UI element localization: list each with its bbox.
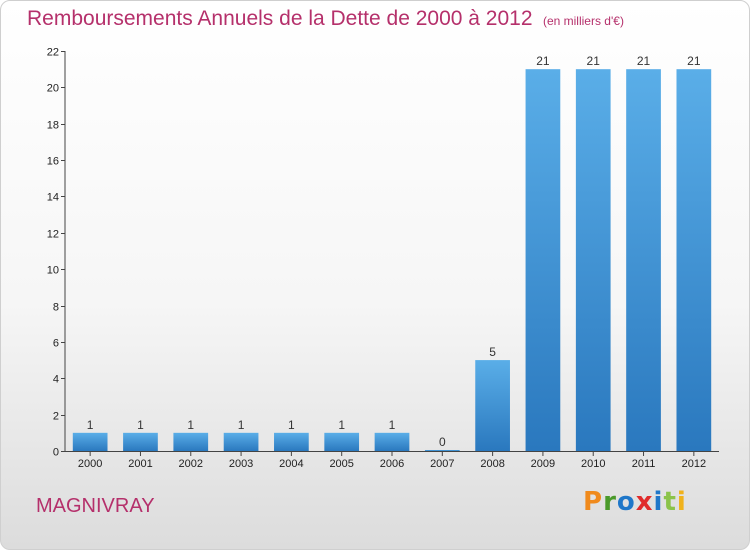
y-tick-label: 10: [47, 265, 59, 277]
bar-value-label: 21: [637, 54, 651, 68]
bar: [173, 432, 209, 451]
y-tick-label: 0: [53, 447, 59, 459]
x-tick-label: 2010: [581, 458, 605, 470]
logo-letter: t: [663, 487, 677, 517]
chart-title-block: Remboursements Annuels de la Dette de 20…: [27, 7, 624, 31]
bar: [676, 69, 712, 451]
x-tick-label: 2004: [279, 458, 303, 470]
logo-letter: P: [583, 487, 604, 517]
logo-letter: x: [635, 487, 654, 517]
bar-value-label: 1: [87, 418, 94, 432]
y-tick-label: 16: [47, 156, 59, 168]
bar-value-label: 1: [338, 418, 345, 432]
y-tick-label: 18: [47, 120, 59, 132]
y-tick-label: 20: [47, 83, 59, 95]
x-tick-label: 2001: [128, 458, 152, 470]
bar: [223, 432, 259, 451]
y-tick-label: 2: [53, 411, 59, 423]
x-tick-label: 2000: [78, 458, 102, 470]
bar-value-label: 5: [489, 345, 496, 359]
logo-letter: i: [653, 487, 664, 517]
bar-value-label: 21: [587, 54, 601, 68]
bar-value-label: 1: [187, 418, 194, 432]
bar: [424, 450, 460, 451]
bar: [525, 69, 561, 451]
bar-value-label: 1: [137, 418, 144, 432]
proxiti-logo: Proxiti: [583, 487, 687, 517]
chart-title: Remboursements Annuels de la Dette de 20…: [27, 7, 533, 30]
bar-value-label: 1: [238, 418, 245, 432]
logo-letter: i: [676, 487, 687, 517]
bar-value-label: 1: [389, 418, 396, 432]
bar: [575, 69, 611, 451]
bar-value-label: 1: [288, 418, 295, 432]
x-tick-label: 2008: [480, 458, 504, 470]
x-tick-label: 2007: [430, 458, 454, 470]
y-tick-label: 8: [53, 302, 59, 314]
bar-value-label: 0: [439, 435, 446, 449]
y-tick-label: 4: [53, 374, 59, 386]
bars: 1 1 1 1 1 1 1 0 5 21 21 21 21: [72, 54, 712, 451]
bar: [626, 69, 661, 451]
y-tick-label: 12: [47, 229, 59, 241]
logo-letter: o: [616, 487, 636, 517]
bar: [72, 432, 108, 451]
x-tick-label: 2009: [531, 458, 555, 470]
bar: [324, 432, 360, 451]
y-tick-label: 22: [47, 47, 59, 59]
bar: [123, 432, 158, 451]
bar-value-label: 21: [536, 54, 550, 68]
commune-name: MAGNIVRAY: [36, 495, 155, 517]
x-tick-label: 2005: [329, 458, 353, 470]
y-tick-label: 6: [53, 338, 59, 350]
x-tick-label: 2003: [229, 458, 253, 470]
y-tick-label: 14: [47, 192, 59, 204]
x-tick-label: 2011: [632, 458, 656, 470]
chart-unit-note: (en milliers d'€): [542, 14, 624, 28]
bar-value-label: 21: [687, 54, 701, 68]
logo-letter: r: [603, 487, 617, 517]
x-tick-label: 2002: [179, 458, 203, 470]
x-tick-label: 2006: [380, 458, 404, 470]
bar: [374, 432, 410, 451]
bar: [274, 432, 309, 451]
x-tick-label: 2012: [682, 458, 706, 470]
bar: [475, 360, 510, 451]
